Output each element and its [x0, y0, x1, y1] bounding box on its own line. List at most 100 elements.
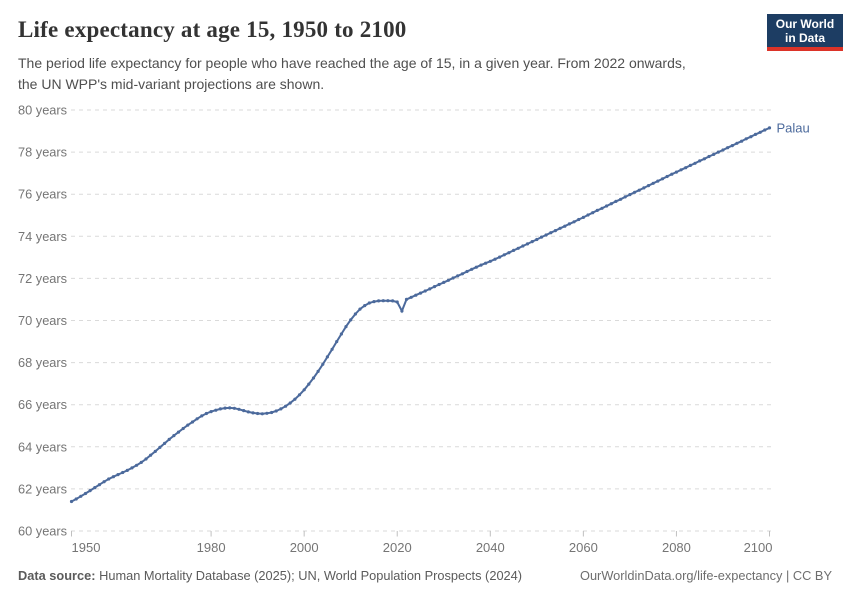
data-point [186, 423, 190, 427]
data-point [386, 299, 390, 303]
series-label-palau[interactable]: Palau [777, 120, 810, 135]
data-point [349, 318, 353, 322]
data-point [609, 202, 613, 206]
data-point [139, 460, 143, 464]
data-point [516, 246, 520, 250]
data-point [223, 406, 227, 410]
footer-link[interactable]: OurWorldinData.org/life-expectancy | CC … [579, 568, 832, 583]
data-point [656, 179, 660, 183]
data-point [74, 497, 78, 501]
data-point [553, 229, 558, 233]
data-point [200, 414, 204, 418]
owid-logo[interactable]: Our World in Data [767, 14, 843, 51]
data-point [316, 369, 320, 373]
data-point [418, 291, 423, 295]
data-point [646, 184, 651, 188]
data-point [628, 193, 632, 197]
data-point [581, 215, 586, 219]
data-point [232, 406, 236, 410]
data-point [372, 300, 376, 304]
data-point [688, 163, 693, 167]
data-point [726, 146, 730, 150]
data-point [307, 382, 311, 386]
data-point [204, 411, 208, 416]
data-point [744, 137, 748, 141]
data-point [172, 434, 176, 438]
data-point [190, 420, 195, 424]
data-point [521, 244, 525, 248]
x-axis-tick-label: 2100 [744, 540, 773, 555]
data-point [525, 242, 530, 246]
data-point [642, 186, 646, 190]
data-point [549, 231, 553, 235]
data-point [228, 406, 232, 410]
data-point [698, 159, 702, 163]
data-point [577, 217, 581, 222]
data-point [674, 170, 679, 174]
data-point [432, 285, 437, 289]
y-axis-tick-label: 74 years [18, 229, 67, 244]
y-axis-tick-label: 78 years [18, 145, 67, 160]
page-title: Life expectancy at age 15, 1950 to 2100 [18, 17, 407, 42]
data-point [344, 325, 348, 329]
data-point [274, 409, 278, 413]
y-axis-tick-label: 62 years [18, 481, 67, 496]
data-point [679, 168, 683, 172]
data-point [712, 152, 716, 156]
data-point [763, 128, 767, 132]
y-axis-tick-label: 64 years [18, 439, 67, 454]
data-point [125, 468, 129, 472]
data-point [367, 301, 371, 305]
data-point [176, 430, 181, 434]
data-point [767, 126, 772, 130]
chart-footer: Data source: Human Mortality Database (2… [18, 568, 832, 583]
data-point [474, 265, 478, 269]
data-point [693, 161, 697, 165]
plot-area[interactable]: 60 years 62 years 64 years 66 years 68 years… [0, 0, 850, 560]
data-point [237, 407, 241, 411]
data-point [605, 204, 609, 208]
data-point [530, 240, 534, 244]
data-point [335, 340, 339, 344]
data-point [163, 441, 167, 445]
data-point [619, 197, 623, 201]
data-point [218, 407, 222, 411]
data-point [414, 293, 418, 297]
data-point [242, 409, 246, 413]
data-point [311, 376, 316, 380]
data-point [251, 411, 255, 415]
data-point [660, 177, 665, 181]
data-point [539, 235, 544, 239]
data-point [293, 397, 297, 401]
data-point [181, 426, 185, 431]
owid-logo-line1: Our World [775, 16, 835, 31]
data-point [321, 362, 325, 366]
data-point [591, 211, 595, 215]
data-point [256, 411, 260, 416]
series-palau[interactable] [69, 126, 772, 504]
data-point [484, 261, 488, 265]
data-point [79, 494, 83, 498]
data-point [102, 480, 106, 484]
data-point [325, 355, 329, 359]
data-point [363, 304, 367, 308]
data-point [409, 295, 413, 299]
data-point [595, 208, 599, 212]
data-point [623, 195, 627, 199]
data-point [707, 154, 711, 159]
data-point [121, 470, 125, 475]
data-point [600, 206, 604, 210]
data-point [651, 181, 655, 185]
data-point [97, 483, 101, 487]
data-point [214, 408, 218, 412]
data-point [465, 269, 469, 274]
y-axis-tick-label: 66 years [18, 397, 67, 412]
y-axis-tick-label: 70 years [18, 313, 67, 328]
data-point [470, 267, 474, 271]
data-point [507, 251, 511, 255]
data-point [158, 445, 162, 449]
data-point [111, 475, 115, 479]
x-axis-tick-label: 1950 [72, 540, 101, 555]
data-point [339, 332, 343, 336]
